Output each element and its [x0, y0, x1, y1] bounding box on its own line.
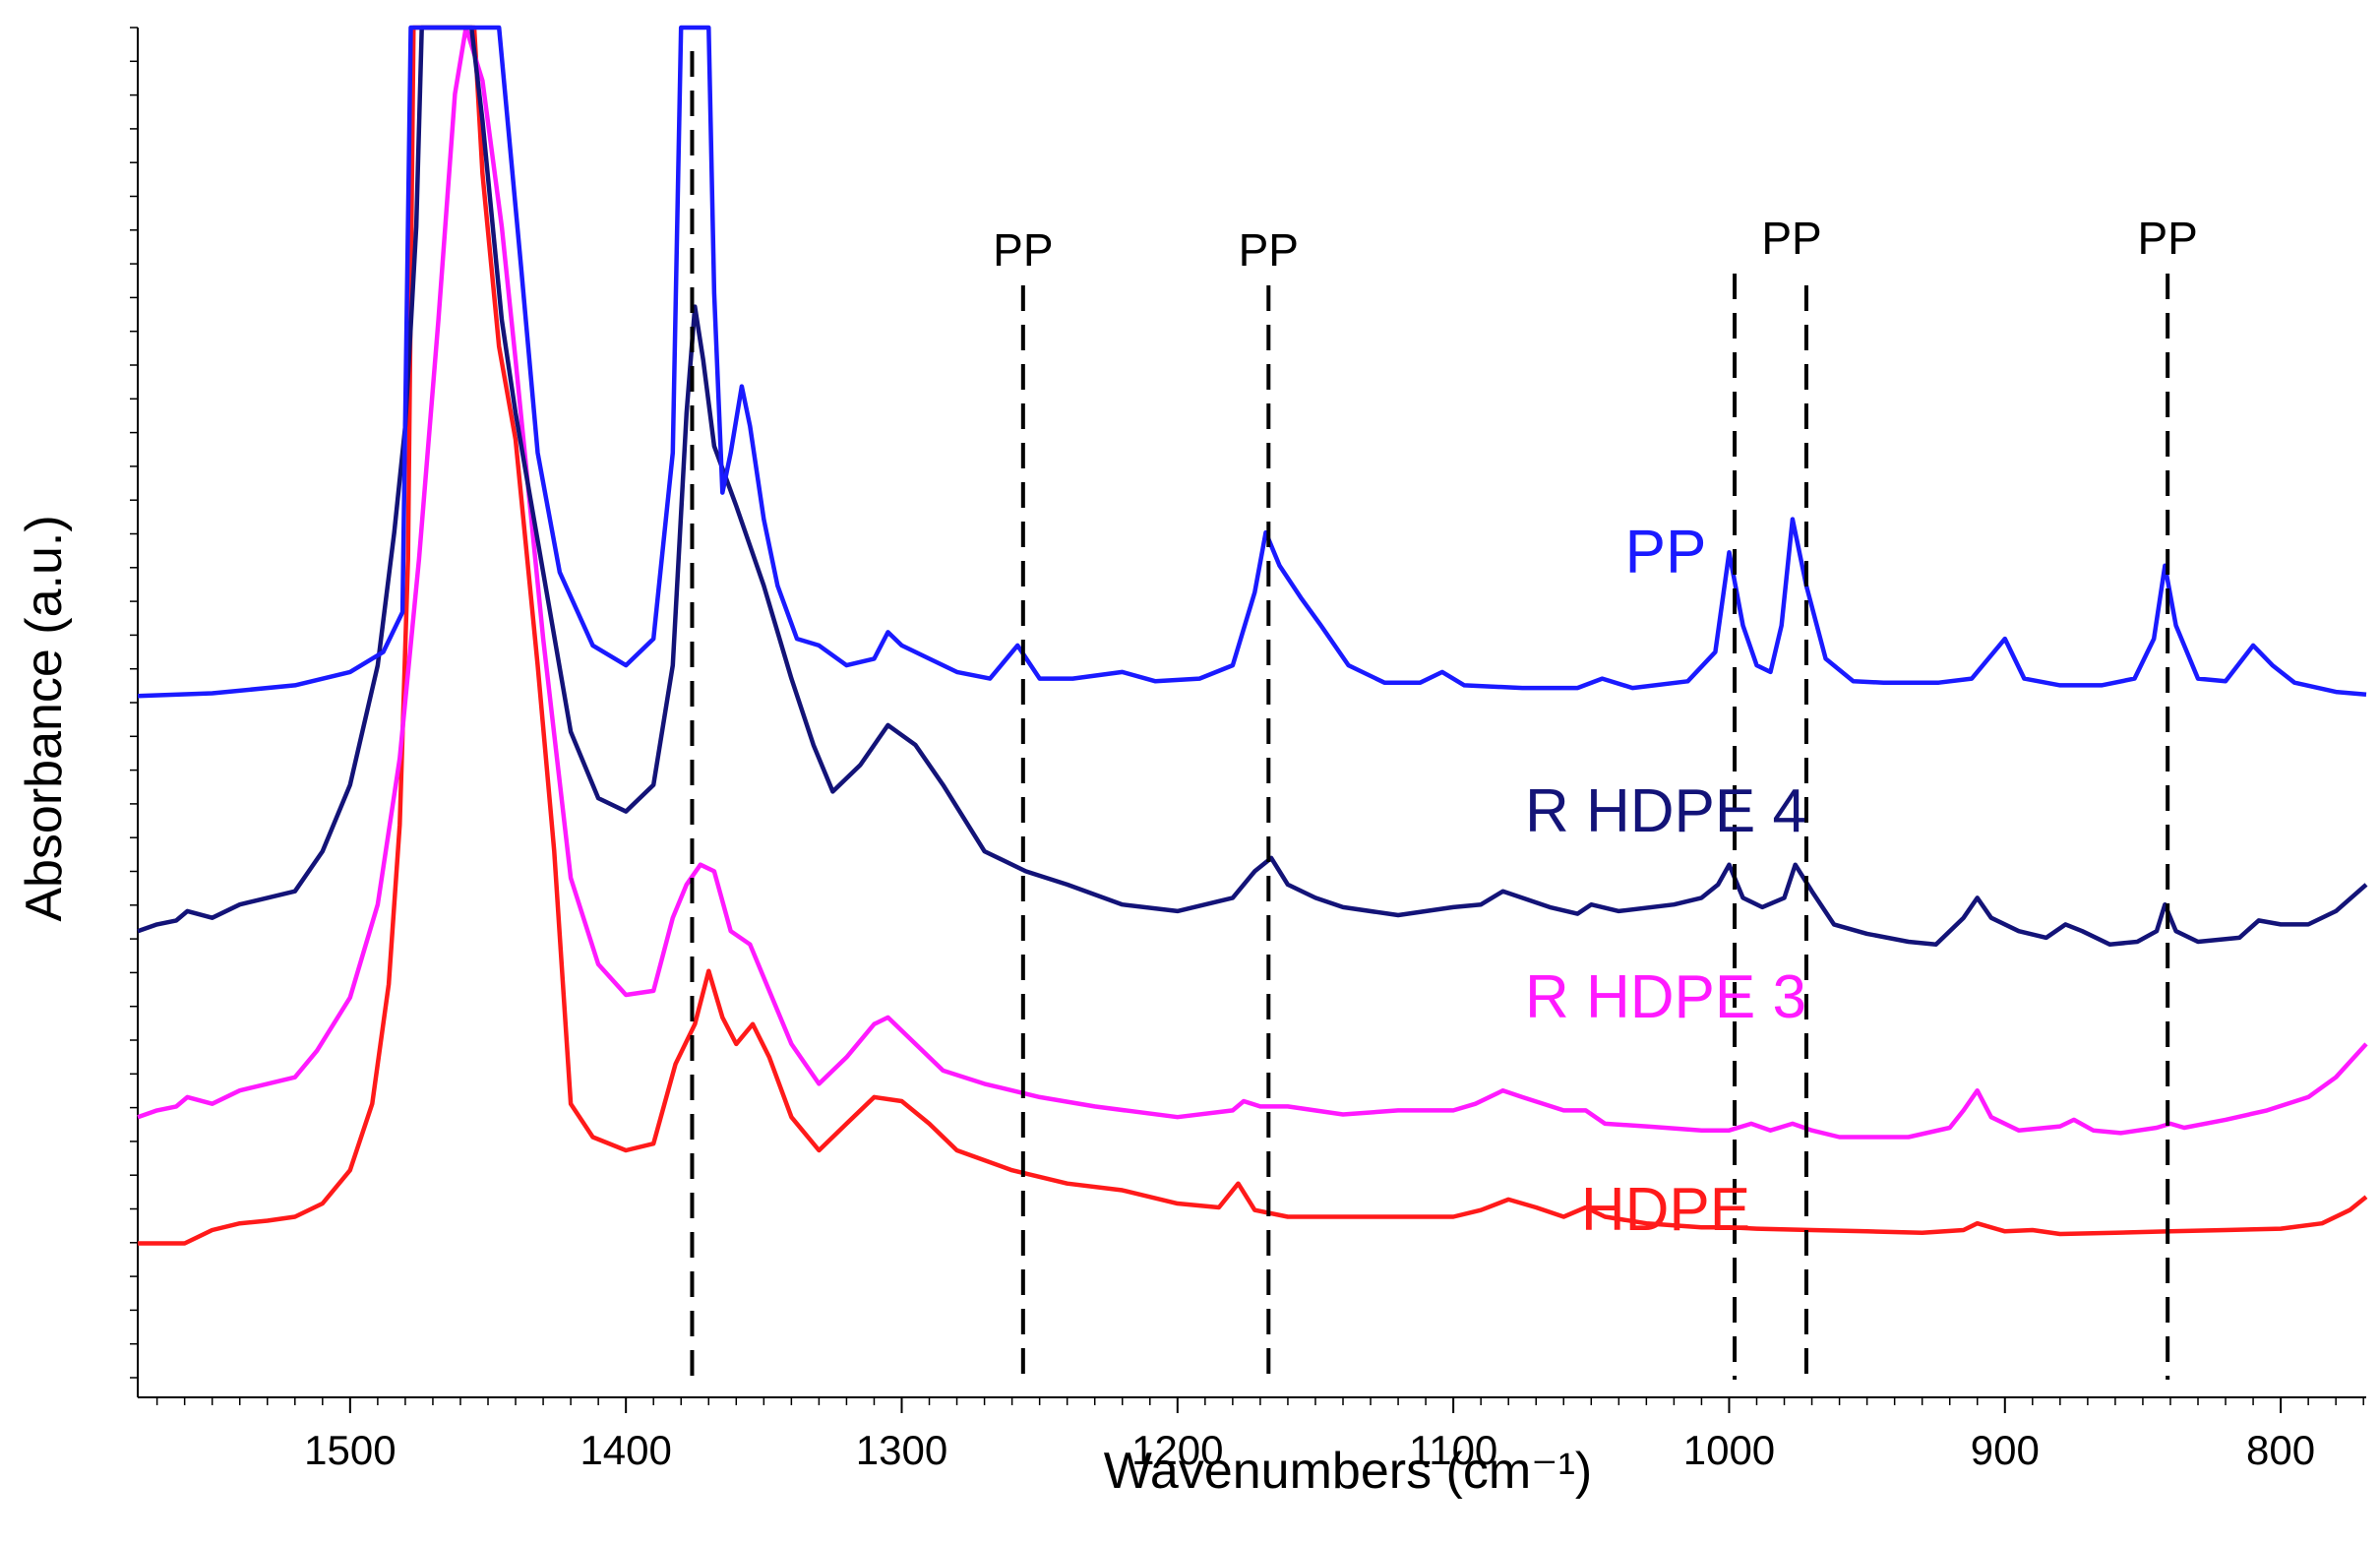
reference-line-label: PP — [993, 224, 1053, 276]
series-label-hdpe: HDPE — [1581, 1176, 1750, 1244]
series-line-hdpe — [138, 25, 2368, 1246]
series-layer — [137, 25, 2368, 1246]
x-tick-label: 1200 — [1131, 1427, 1223, 1473]
series-line-r-hdpe-3 — [137, 25, 2368, 1140]
x-tick-label: 1300 — [856, 1427, 947, 1473]
reference-line-label: PP — [1239, 224, 1299, 276]
series-label-pp: PP — [1625, 519, 1707, 586]
y-axis-title: Absorbance (a.u.) — [16, 515, 73, 921]
x-tick-label: 900 — [1971, 1427, 2040, 1473]
series-line-r-hdpe-4 — [137, 25, 2368, 947]
reference-line-label: PP — [2137, 213, 2197, 264]
x-tick-label: 1400 — [580, 1427, 671, 1473]
x-tick-label: 1100 — [1409, 1427, 1497, 1473]
reference-line-label: PP — [1761, 213, 1821, 264]
series-labels: PP R HDPE 4 R HDPE 3 HDPE — [1525, 519, 1806, 1244]
series-line-pp — [137, 25, 2367, 699]
series-label-r-hdpe-4: R HDPE 4 — [1525, 777, 1806, 845]
x-tick-label: 800 — [2246, 1427, 2315, 1473]
x-tick-label: 1500 — [304, 1427, 396, 1473]
axes: 1500 1400 1300 1200 1100 1000 900 800 — [130, 27, 2366, 1473]
x-axis-title: Wavenumbers (cm⁻¹) — [1104, 1443, 1592, 1500]
x-tick-label: 1000 — [1683, 1427, 1775, 1473]
reference-lines: PP PP PP PP — [690, 51, 2198, 1380]
series-label-r-hdpe-3: R HDPE 3 — [1525, 963, 1806, 1031]
